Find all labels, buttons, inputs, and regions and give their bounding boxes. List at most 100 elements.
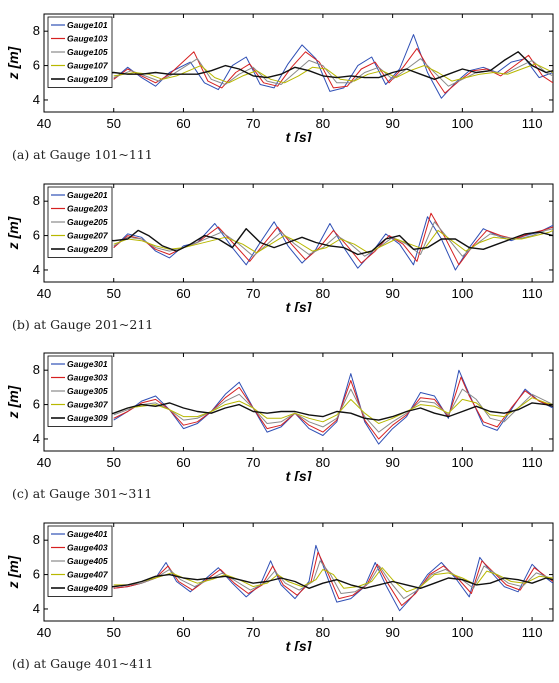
legend: Gauge201 Gauge203 Gauge205 Gauge207 Gauge209 — [47, 186, 113, 258]
x-tick-label: 110 — [522, 286, 543, 301]
y-axis-label: z [m] — [5, 554, 21, 589]
legend-label: Gauge309 — [67, 413, 108, 423]
chart-panel-d: 40 50 60 70 80 90 100 110 4 6 8 t [s] z [m] Gauge401 G… — [0, 511, 559, 656]
x-tick-label: 90 — [385, 625, 399, 640]
series-line-gauge401 — [113, 544, 553, 612]
x-tick-label: 70 — [246, 455, 260, 470]
legend-label: Gauge203 — [67, 204, 108, 214]
y-tick-label: 8 — [33, 23, 40, 38]
x-tick-label: 70 — [246, 116, 260, 131]
x-tick-label: 100 — [452, 286, 474, 301]
legend-label: Gauge307 — [67, 400, 109, 410]
series-line-gauge405 — [113, 560, 553, 600]
y-axis-label: z [m] — [5, 45, 21, 80]
legend-label: Gauge107 — [67, 61, 109, 71]
legend-label: Gauge403 — [67, 543, 108, 553]
plot-area — [43, 13, 554, 113]
legend-label: Gauge305 — [67, 386, 108, 396]
x-tick-label: 110 — [522, 455, 543, 470]
x-tick-label: 50 — [106, 455, 120, 470]
x-tick-label: 40 — [37, 116, 51, 131]
caption-b: (b) at Gauge 201~211 — [12, 317, 154, 332]
y-tick-label: 6 — [33, 228, 40, 243]
x-axis-label: t [s] — [286, 299, 313, 312]
x-tick-label: 70 — [246, 286, 260, 301]
legend-label: Gauge207 — [67, 231, 109, 241]
chart-panel-b: 40 50 60 70 80 90 100 110 4 6 8 t [s] z [m] Gauge201 G… — [0, 172, 559, 317]
y-axis-label: z [m] — [5, 215, 21, 250]
x-tick-label: 40 — [37, 625, 51, 640]
series-group — [99, 369, 553, 445]
x-tick-label: 90 — [385, 455, 399, 470]
x-tick-label: 110 — [522, 625, 543, 640]
y-tick-label: 6 — [33, 567, 40, 582]
plot-area — [43, 352, 554, 452]
series-line-gauge109 — [99, 51, 553, 81]
series-line-gauge303 — [113, 376, 553, 440]
y-tick-label: 4 — [33, 262, 40, 277]
series-line-gauge107 — [113, 63, 553, 84]
legend-label: Gauge109 — [67, 74, 108, 84]
x-tick-label: 100 — [452, 625, 474, 640]
x-tick-label: 50 — [106, 625, 120, 640]
y-tick-label: 6 — [33, 397, 40, 412]
y-tick-label: 6 — [33, 58, 40, 73]
legend-label: Gauge205 — [67, 217, 108, 227]
x-tick-label: 110 — [522, 116, 543, 131]
series-line-gauge309 — [99, 402, 553, 421]
series-line-gauge407 — [113, 567, 553, 593]
x-tick-label: 40 — [37, 286, 51, 301]
legend-label: Gauge407 — [67, 570, 109, 580]
caption-a: (a) at Gauge 101~111 — [12, 147, 153, 162]
plot-area — [43, 522, 554, 622]
y-tick-label: 8 — [33, 193, 40, 208]
x-tick-label: 60 — [176, 455, 190, 470]
chart-panel-a: 40 50 60 70 80 90 100 110 4 6 8 t [s] z [m] Gauge101 G… — [0, 2, 559, 147]
plot-area — [43, 183, 554, 283]
series-line-gauge409 — [85, 573, 553, 590]
caption-d: (d) at Gauge 401~411 — [12, 656, 154, 671]
x-tick-label: 60 — [176, 286, 190, 301]
x-tick-label: 90 — [385, 116, 399, 131]
legend-label: Gauge103 — [67, 34, 108, 44]
series-line-gauge101 — [113, 34, 553, 99]
legend-label: Gauge409 — [67, 583, 108, 593]
x-tick-label: 50 — [106, 116, 120, 131]
x-tick-label: 60 — [176, 116, 190, 131]
series-line-gauge103 — [113, 47, 553, 94]
x-tick-label: 60 — [176, 625, 190, 640]
series-line-gauge209 — [99, 228, 553, 256]
legend-label: Gauge201 — [67, 190, 108, 200]
series-line-gauge305 — [113, 388, 553, 433]
legend-label: Gauge101 — [67, 20, 108, 30]
series-line-gauge301 — [113, 369, 553, 445]
x-tick-label: 80 — [316, 286, 330, 301]
y-tick-label: 8 — [33, 532, 40, 547]
x-tick-label: 80 — [316, 455, 330, 470]
legend: Gauge301 Gauge303 Gauge305 Gauge307 Gauge309 — [47, 355, 113, 427]
legend-label: Gauge303 — [67, 373, 108, 383]
x-tick-label: 100 — [452, 116, 474, 131]
y-tick-label: 4 — [33, 92, 40, 107]
legend-label: Gauge105 — [67, 47, 108, 57]
y-tick-label: 4 — [33, 431, 40, 446]
x-axis-label: t [s] — [286, 129, 313, 142]
legend-label: Gauge401 — [67, 529, 108, 539]
x-tick-label: 40 — [37, 455, 51, 470]
series-group — [99, 34, 553, 99]
legend: Gauge401 Gauge403 Gauge405 Gauge407 Gauge409 — [47, 525, 113, 597]
series-line-gauge307 — [113, 397, 553, 424]
chart-panel-c: 40 50 60 70 80 90 100 110 4 6 8 t [s] z [m] Gauge301 G… — [0, 341, 559, 486]
legend-label: Gauge405 — [67, 556, 108, 566]
x-axis-label: t [s] — [286, 638, 313, 651]
y-tick-label: 4 — [33, 601, 40, 616]
y-axis-label: z [m] — [5, 384, 21, 419]
legend-label: Gauge301 — [67, 359, 108, 369]
series-group — [99, 212, 553, 271]
x-tick-label: 50 — [106, 286, 120, 301]
legend-label: Gauge209 — [67, 244, 108, 254]
